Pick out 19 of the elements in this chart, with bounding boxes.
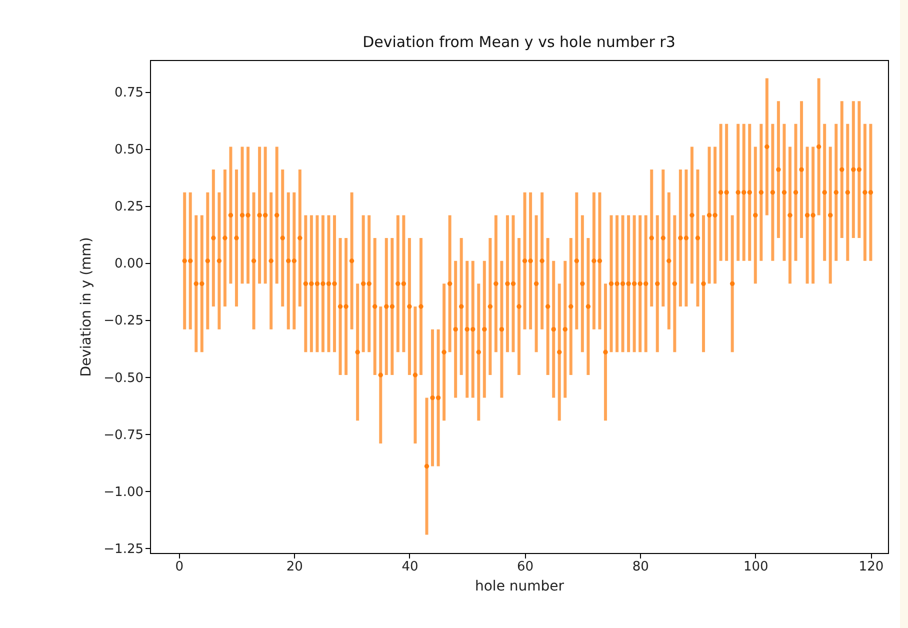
x-tick-label: 80 <box>632 560 649 574</box>
y-tick-label: 0.00 <box>114 256 144 272</box>
y-tick-label: −1.00 <box>104 484 144 500</box>
x-tick-label: 60 <box>516 560 534 574</box>
y-tick-label: 0.50 <box>114 142 144 158</box>
y-tick-label: −0.25 <box>104 314 144 329</box>
x-tick-label: 0 <box>175 560 184 574</box>
x-tick-label: 40 <box>402 560 418 574</box>
y-tick-label: −0.75 <box>104 428 144 443</box>
y-tick-label: 0.25 <box>114 200 144 215</box>
x-tick-label: 100 <box>743 560 768 574</box>
y-tick-label: −0.50 <box>104 370 144 386</box>
y-tick-label: −1.25 <box>104 542 144 557</box>
x-tick-label: 20 <box>286 560 303 574</box>
x-axis-title: hole number <box>474 578 564 594</box>
y-axis-title: Deviation in y (mm) <box>78 237 95 377</box>
y-tick-label: 0.75 <box>114 85 144 100</box>
x-tick-label: 120 <box>858 560 884 574</box>
chart-title: Deviation from Mean y vs hole number r3 <box>362 33 676 51</box>
